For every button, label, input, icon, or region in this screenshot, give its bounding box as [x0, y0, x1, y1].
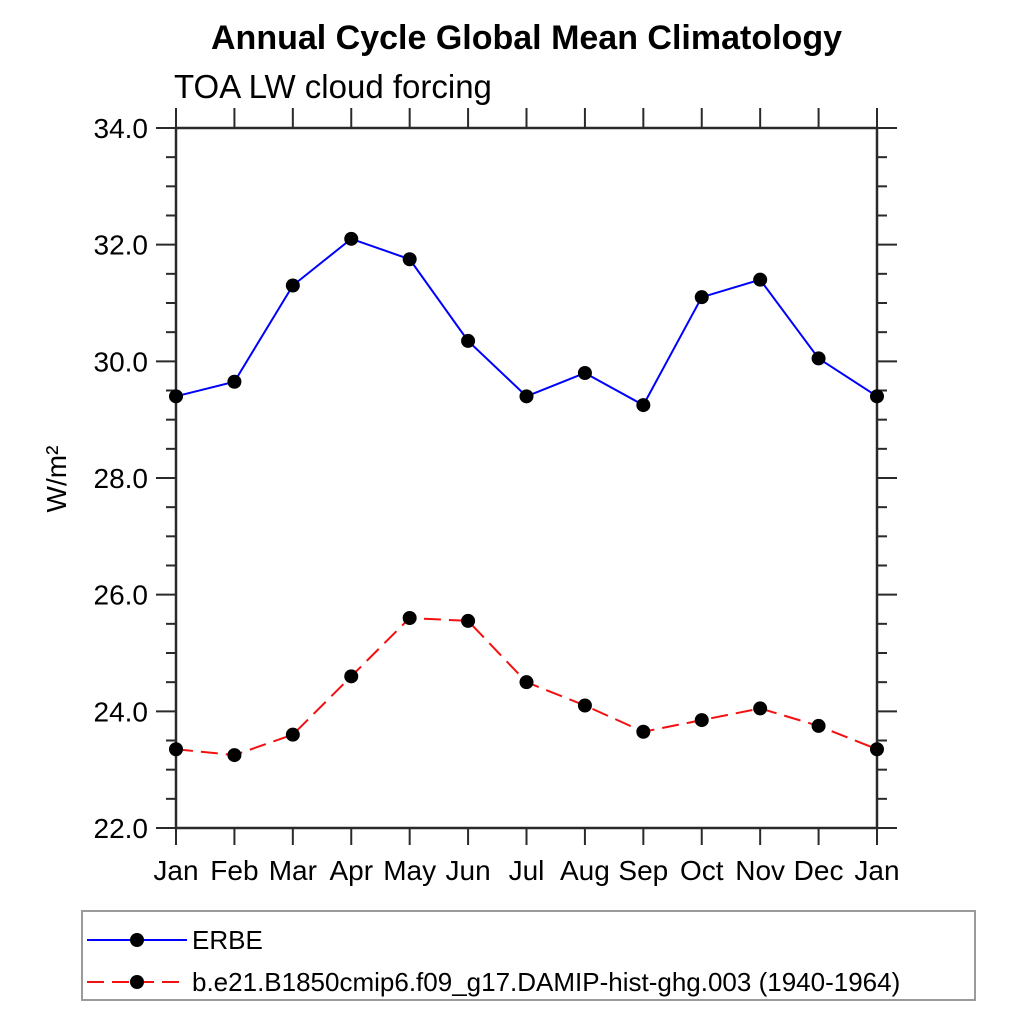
chart-title: Annual Cycle Global Mean Climatology [211, 19, 842, 57]
legend-item-erbe: ERBE [85, 919, 974, 961]
y-tick-label: 24.0 [94, 696, 149, 727]
data-point [519, 675, 534, 690]
data-point [694, 713, 709, 728]
x-tick-label: Dec [794, 855, 844, 886]
data-point [227, 374, 242, 389]
plot-frame [174, 126, 879, 830]
x-tick-label: Feb [210, 855, 258, 886]
data-point [519, 389, 534, 404]
y-tick-label: 22.0 [94, 813, 149, 844]
legend-sample-marker [130, 975, 144, 989]
x-tick-label: Jul [509, 855, 545, 886]
data-point [402, 252, 417, 267]
legend-item-model: b.e21.B1850cmip6.f09_g17.DAMIP-hist-ghg.… [85, 961, 974, 1003]
x-tick-label: Nov [735, 855, 785, 886]
x-tick-label: Jan [153, 855, 198, 886]
data-point [285, 727, 300, 742]
chart-subtitle: TOA LW cloud forcing [174, 68, 492, 105]
x-tick-label: Aug [560, 855, 610, 886]
data-point [344, 231, 359, 246]
data-point [169, 389, 183, 404]
data-point [811, 718, 826, 733]
data-point [870, 742, 884, 757]
x-tick-label: May [383, 855, 436, 886]
x-tick-label: Oct [680, 855, 724, 886]
data-point [694, 290, 709, 305]
data-point [753, 701, 768, 716]
y-tick-label: 26.0 [94, 580, 149, 611]
data-point [227, 748, 242, 763]
y-tick-label: 30.0 [94, 346, 149, 377]
x-tick-label: Jun [446, 855, 491, 886]
legend-label-model: b.e21.B1850cmip6.f09_g17.DAMIP-hist-ghg.… [192, 967, 901, 997]
data-point [285, 278, 300, 293]
data-point [636, 398, 651, 413]
data-point [870, 389, 884, 404]
data-point [402, 611, 417, 625]
legend-line-solid-icon [87, 933, 187, 947]
data-point [169, 742, 183, 757]
legend-line-dashed-icon [87, 975, 187, 989]
data-point [753, 272, 768, 287]
y-tick-label: 32.0 [94, 230, 149, 261]
x-tick-label: Apr [329, 855, 373, 886]
data-point [461, 333, 476, 348]
x-tick-label: Jan [854, 855, 899, 886]
legend-box: ERBE b.e21.B1850cmip6.f09_g17.DAMIP-hist… [81, 910, 976, 1001]
x-tick-label: Mar [269, 855, 317, 886]
legend-sample-marker [130, 933, 144, 947]
y-tick-label: 34.0 [94, 113, 149, 144]
x-tick-label: Sep [618, 855, 668, 886]
data-point [461, 613, 476, 628]
data-point [577, 366, 592, 380]
data-point [811, 351, 826, 366]
series-line-0 [175, 237, 878, 407]
data-point [577, 698, 592, 713]
legend-label-erbe: ERBE [192, 925, 263, 955]
data-point [344, 669, 359, 684]
y-tick-label: 28.0 [94, 463, 149, 494]
data-point [636, 724, 651, 739]
